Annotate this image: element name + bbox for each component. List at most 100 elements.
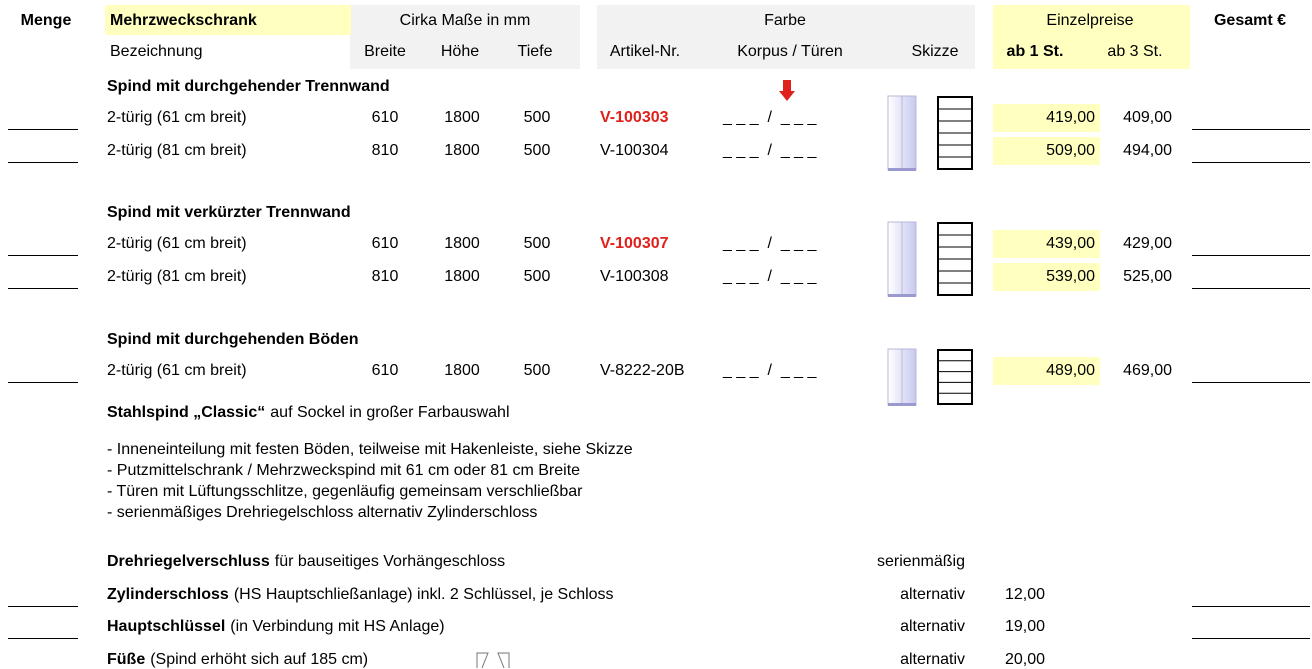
description-title-text: auf Sockel in großer Farbauswahl bbox=[270, 404, 509, 421]
fill-line bbox=[8, 606, 78, 607]
row-name: 2-türig (61 cm breit) bbox=[107, 109, 247, 127]
row-price-3: 494,00 bbox=[1123, 142, 1172, 160]
row-width: 610 bbox=[372, 362, 399, 380]
row-height: 1800 bbox=[444, 109, 480, 127]
fill-line bbox=[1192, 129, 1310, 130]
header-sketch: Skizze bbox=[911, 43, 958, 61]
header-body-doors: Korpus / Türen bbox=[737, 43, 843, 61]
header-width: Breite bbox=[364, 43, 406, 61]
row-article: V-100308 bbox=[600, 268, 669, 286]
option-status: alternativ bbox=[900, 651, 965, 669]
row-name: 2-türig (81 cm breit) bbox=[107, 142, 247, 160]
row-color-field: _ _ _ / _ _ _ bbox=[723, 268, 816, 286]
fill-line bbox=[1192, 288, 1310, 289]
row-height: 1800 bbox=[444, 142, 480, 160]
option: Hauptschlüssel (in Verbindung mit HS Anla… bbox=[107, 618, 445, 636]
bullet: - Putzmittelschrank / Mehrzweckspind mit… bbox=[107, 462, 580, 480]
description-title-bold: Stahlspind „Classic“ bbox=[107, 404, 265, 421]
header-color: Farbe bbox=[764, 12, 806, 30]
feet-icon bbox=[474, 650, 512, 668]
row-price-3: 429,00 bbox=[1123, 235, 1172, 253]
header-depth: Tiefe bbox=[518, 43, 553, 61]
option-text: (HS Hauptschließanlage) inkl. 2 Schlüsse… bbox=[234, 586, 614, 603]
arrow-down bbox=[779, 80, 795, 102]
row-height: 1800 bbox=[444, 362, 480, 380]
fill-line bbox=[8, 255, 78, 256]
row-name: 2-türig (81 cm breit) bbox=[107, 268, 247, 286]
row-price-3: 409,00 bbox=[1123, 109, 1172, 127]
row-width: 610 bbox=[372, 109, 399, 127]
row-price-3: 525,00 bbox=[1123, 268, 1172, 286]
row-width: 810 bbox=[372, 142, 399, 160]
fill-line bbox=[1192, 162, 1310, 163]
row-height: 1800 bbox=[444, 268, 480, 286]
cabinet-image bbox=[886, 95, 976, 173]
section-title: Spind mit durchgehenden Böden bbox=[107, 331, 359, 349]
option-status: alternativ bbox=[900, 586, 965, 604]
row-article: V-8222-20B bbox=[600, 362, 685, 380]
option: Drehriegelverschluss für bauseitiges Vorh… bbox=[107, 553, 505, 571]
bullet: - serienmäßiges Drehriegelschloss altern… bbox=[107, 504, 537, 522]
option-price: 20,00 bbox=[1005, 651, 1045, 669]
bullet: - Türen mit Lüftungsschlitze, gegenläufi… bbox=[107, 483, 583, 501]
row-article: V-100303 bbox=[600, 109, 669, 127]
header-height: Höhe bbox=[441, 43, 479, 61]
row-price-1: 509,00 bbox=[1046, 142, 1095, 160]
row-color-field: _ _ _ / _ _ _ bbox=[723, 142, 816, 160]
fill-line bbox=[1192, 606, 1310, 607]
row-width: 610 bbox=[372, 235, 399, 253]
section-title: Spind mit durchgehender Trennwand bbox=[107, 78, 390, 96]
cabinet-image bbox=[886, 348, 976, 408]
row-article: V-100304 bbox=[600, 142, 669, 160]
header-quantity: Menge bbox=[21, 12, 72, 30]
fill-line bbox=[8, 129, 78, 130]
row-price-3: 469,00 bbox=[1123, 362, 1172, 380]
row-price-1: 439,00 bbox=[1046, 235, 1095, 253]
row-price-1: 539,00 bbox=[1046, 268, 1095, 286]
row-price-1: 489,00 bbox=[1046, 362, 1095, 380]
option: Füße(Spind erhöht sich auf 185 cm) bbox=[107, 651, 368, 669]
fill-line bbox=[1192, 382, 1310, 383]
fill-line bbox=[8, 162, 78, 163]
row-depth: 500 bbox=[524, 362, 551, 380]
option-bold: Füße bbox=[107, 651, 145, 668]
row-color-field: _ _ _ / _ _ _ bbox=[723, 235, 816, 253]
option-price: 19,00 bbox=[1005, 618, 1045, 636]
option-bold: Drehriegelverschluss bbox=[107, 553, 270, 570]
fill-line bbox=[8, 382, 78, 383]
order-form: MengeMehrzweckschrankCirka Maße in mmFar… bbox=[0, 0, 1312, 668]
row-name: 2-türig (61 cm breit) bbox=[107, 362, 247, 380]
row-name: 2-türig (61 cm breit) bbox=[107, 235, 247, 253]
option-bold: Hauptschlüssel bbox=[107, 618, 225, 635]
header-article: Artikel-Nr. bbox=[610, 43, 680, 61]
header-unit-prices: Einzelpreise bbox=[1046, 12, 1133, 30]
row-width: 810 bbox=[372, 268, 399, 286]
header-designation: Bezeichnung bbox=[110, 43, 203, 61]
fill-line bbox=[8, 638, 78, 639]
option: Zylinderschloss (HS Hauptschließanlage) i… bbox=[107, 586, 614, 604]
fill-line bbox=[8, 288, 78, 289]
row-depth: 500 bbox=[524, 142, 551, 160]
fill-line bbox=[1192, 255, 1310, 256]
option-price: 12,00 bbox=[1005, 586, 1045, 604]
option-bold: Zylinderschloss bbox=[107, 586, 229, 603]
row-price-1: 419,00 bbox=[1046, 109, 1095, 127]
bullet: - Inneneinteilung mit festen Böden, teil… bbox=[107, 441, 633, 459]
row-height: 1800 bbox=[444, 235, 480, 253]
row-depth: 500 bbox=[524, 235, 551, 253]
header-price-3: ab 3 St. bbox=[1107, 43, 1162, 61]
description-title: Stahlspind „Classic“ auf Sockel in großer… bbox=[107, 404, 510, 422]
header-product: Mehrzweckschrank bbox=[110, 12, 257, 30]
row-color-field: _ _ _ / _ _ _ bbox=[723, 362, 816, 380]
header-total: Gesamt € bbox=[1214, 12, 1286, 30]
option-text: (in Verbindung mit HS Anlage) bbox=[230, 618, 444, 635]
option-text: für bauseitiges Vorhängeschloss bbox=[275, 553, 505, 570]
row-article: V-100307 bbox=[600, 235, 669, 253]
row-depth: 500 bbox=[524, 268, 551, 286]
option-status: alternativ bbox=[900, 618, 965, 636]
row-color-field: _ _ _ / _ _ _ bbox=[723, 109, 816, 127]
cabinet-image bbox=[886, 221, 976, 299]
header-price-1: ab 1 St. bbox=[1007, 43, 1064, 61]
row-depth: 500 bbox=[524, 109, 551, 127]
fill-line bbox=[1192, 638, 1310, 639]
